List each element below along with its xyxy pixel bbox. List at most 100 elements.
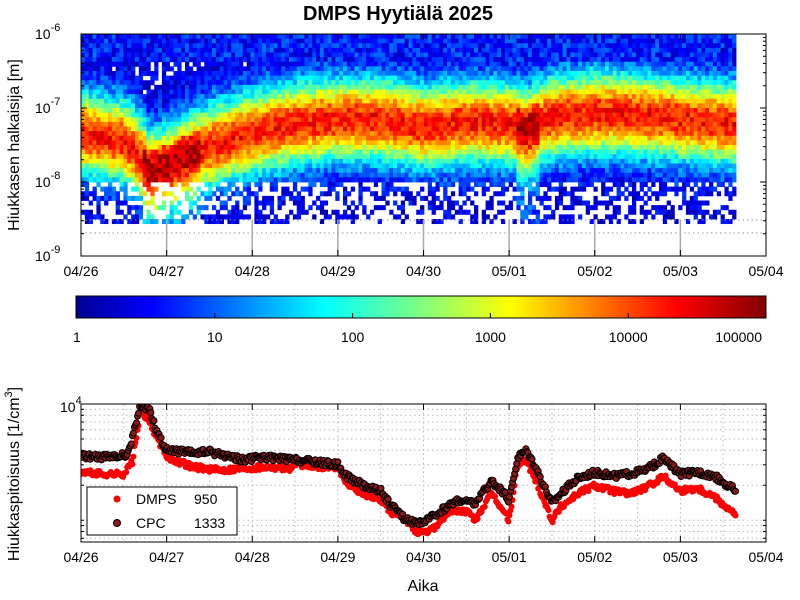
heatmap-cell <box>547 57 552 63</box>
heatmap-cell <box>470 158 475 164</box>
heatmap-cell <box>273 94 278 100</box>
heatmap-cell <box>219 34 224 40</box>
heatmap-cell <box>547 75 552 81</box>
heatmap-cell <box>554 126 560 132</box>
heatmap-cell <box>408 38 413 44</box>
heatmap-cell <box>497 94 502 100</box>
heatmap-cell <box>92 191 97 197</box>
heatmap-cell <box>308 177 313 183</box>
heatmap-cell <box>404 163 409 169</box>
heatmap-cell <box>81 61 86 67</box>
heatmap-cell <box>339 182 344 188</box>
heatmap-cell <box>570 186 575 192</box>
heatmap-cell <box>277 154 282 160</box>
heatmap-cell <box>343 135 348 141</box>
heatmap-cell <box>246 168 251 174</box>
heatmap-cell <box>447 140 452 146</box>
heatmap-cell <box>504 71 510 77</box>
heatmap-cell <box>92 84 97 90</box>
heatmap-cell <box>158 168 163 174</box>
heatmap-cell <box>512 145 517 151</box>
heatmap-cell <box>527 89 533 95</box>
heatmap-cell <box>396 126 402 132</box>
heatmap-cell <box>578 140 583 146</box>
heatmap-cell <box>608 66 614 72</box>
heatmap-cell <box>335 149 340 155</box>
heatmap-cell <box>119 57 124 63</box>
heatmap-cell <box>497 200 502 206</box>
heatmap-cell <box>408 140 413 146</box>
heatmap-cell <box>447 205 452 211</box>
heatmap-cell <box>134 186 140 192</box>
heatmap-cell <box>235 168 240 174</box>
heatmap-cell <box>547 98 552 104</box>
heatmap-cell <box>142 71 147 77</box>
heatmap-cell <box>381 75 386 81</box>
heatmap-cell <box>185 98 190 104</box>
heatmap-cell <box>185 158 190 164</box>
heatmap-cell <box>131 186 136 192</box>
heatmap-cell <box>377 154 382 160</box>
heatmap-cell <box>262 71 267 77</box>
heatmap-cell <box>377 71 382 77</box>
heatmap-cell <box>258 112 263 118</box>
heatmap-cell <box>366 140 371 146</box>
heatmap-cell <box>524 108 529 114</box>
heatmap-cell <box>123 195 128 201</box>
heatmap-cell <box>389 163 394 169</box>
heatmap-cell <box>527 158 533 164</box>
heatmap-cell <box>420 94 425 100</box>
heatmap-cell <box>327 34 332 40</box>
heatmap-cell <box>408 34 413 40</box>
heatmap-cell <box>439 140 444 146</box>
heatmap-cell <box>547 89 552 95</box>
heatmap-cell <box>447 43 452 49</box>
heatmap-cell <box>292 214 298 220</box>
heatmap-cell <box>570 80 575 86</box>
heatmap-cell <box>285 38 290 44</box>
heatmap-cell <box>554 131 560 137</box>
heatmap-cell <box>369 112 375 118</box>
heatmap-cell <box>404 135 409 141</box>
heatmap-cell <box>285 47 290 53</box>
heatmap-cell <box>462 186 467 192</box>
heatmap-cell <box>208 108 213 114</box>
heatmap-cell <box>574 38 579 44</box>
heatmap-cell <box>107 112 113 118</box>
heatmap-cell <box>524 89 529 95</box>
heatmap-cell <box>412 71 417 77</box>
heatmap-cell <box>107 158 113 164</box>
heatmap-cell <box>107 145 113 151</box>
heatmap-cell <box>447 34 452 40</box>
heatmap-cell <box>574 149 579 155</box>
heatmap-cell <box>227 112 232 118</box>
heatmap-cell <box>462 75 467 81</box>
heatmap-cell <box>443 75 448 81</box>
heatmap-cell <box>431 126 436 132</box>
heatmap-cell <box>466 34 471 40</box>
heatmap-cell <box>316 80 321 86</box>
heatmap-cell <box>497 52 502 58</box>
heatmap-cell <box>269 121 275 127</box>
heatmap-cell <box>350 117 355 123</box>
heatmap-cell <box>231 205 236 211</box>
heatmap-cell <box>235 71 240 77</box>
heatmap-cell <box>127 177 132 183</box>
heatmap-cell <box>273 158 278 164</box>
heatmap-cell <box>412 47 417 53</box>
heatmap-cell <box>235 126 240 132</box>
heatmap-cell <box>404 75 409 81</box>
heatmap-cell <box>385 182 390 188</box>
heatmap-cell <box>535 131 540 137</box>
heatmap-cell <box>443 191 448 197</box>
heatmap-cell <box>489 195 494 201</box>
heatmap-cell <box>543 154 548 160</box>
heatmap-cell <box>562 163 567 169</box>
heatmap-cell <box>543 38 548 44</box>
heatmap-cell <box>127 219 132 225</box>
heatmap-cell <box>242 43 248 49</box>
heatmap-cell <box>547 103 552 109</box>
heatmap-cell <box>115 149 120 155</box>
heatmap-cell <box>84 209 90 215</box>
heatmap-cell <box>235 177 240 183</box>
